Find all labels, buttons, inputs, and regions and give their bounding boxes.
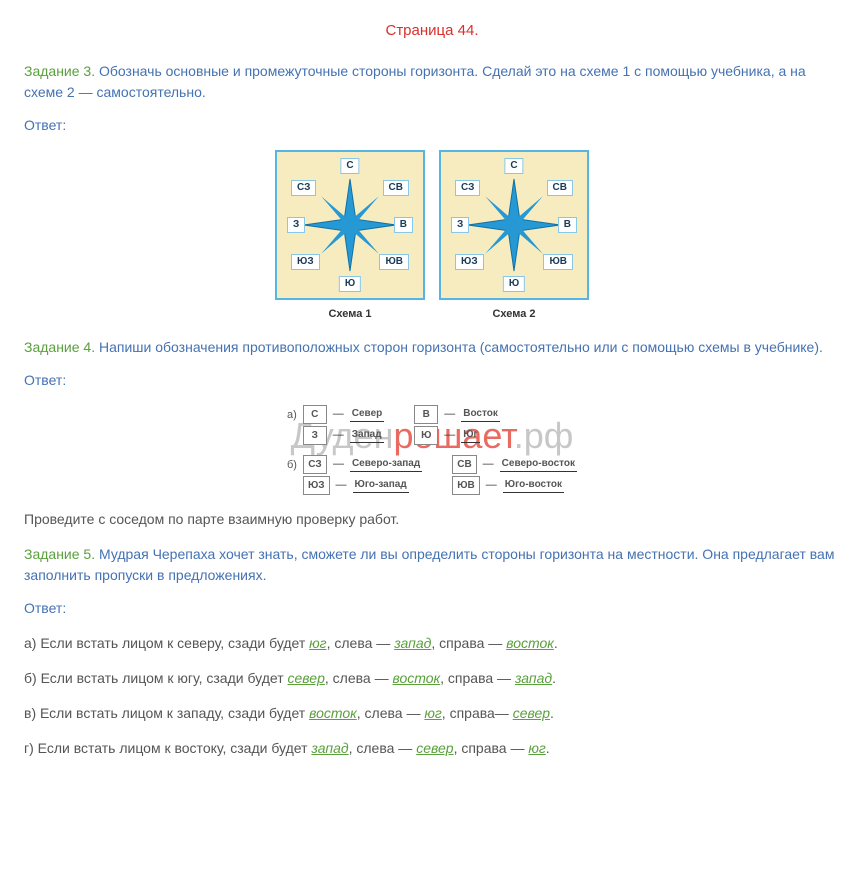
dash: —: [444, 427, 455, 444]
fill-right: восток: [506, 635, 554, 651]
abbr: СЗ: [303, 455, 327, 474]
opposites-figure-wrap: Дуденрешает.рф а) С—Север З—Запад В—Вост…: [24, 405, 840, 495]
label-n: С: [340, 158, 359, 174]
label-s: Ю: [339, 276, 361, 292]
fill-right: север: [513, 705, 550, 721]
word: Юго-восток: [503, 477, 564, 493]
task3-text: Обозначь основные и промежуточные сторон…: [24, 63, 806, 100]
scheme-1-caption: Схема 1: [275, 306, 425, 323]
fill-end: .: [550, 705, 554, 721]
label-se: ЮВ: [543, 254, 573, 270]
label-w: З: [287, 217, 305, 233]
fill-pre: а) Если встать лицом к северу, сзади буд…: [24, 635, 309, 651]
fill-m1: , слева —: [327, 635, 395, 651]
fill-left: север: [416, 740, 453, 756]
abbr: ЮВ: [452, 476, 480, 495]
fill-pre: в) Если встать лицом к западу, сзади буд…: [24, 705, 309, 721]
dash: —: [486, 477, 497, 494]
label-n: С: [504, 158, 523, 174]
fill-pre: г) Если встать лицом к востоку, сзади бу…: [24, 740, 311, 756]
task3-answer-label: Ответ:: [24, 115, 840, 136]
row-a-letter: а): [287, 405, 297, 424]
scheme-2-box: С Ю З В СЗ СВ ЮЗ ЮВ: [439, 150, 589, 300]
dash: —: [333, 427, 344, 444]
word: Восток: [461, 406, 500, 422]
fill-line-c: в) Если встать лицом к западу, сзади буд…: [24, 703, 840, 724]
fill-left: запад: [394, 635, 431, 651]
label-e: В: [394, 217, 413, 233]
task4-label: Задание 4.: [24, 339, 95, 355]
label-ne: СВ: [547, 180, 573, 196]
dash: —: [333, 456, 344, 473]
label-nw: СЗ: [291, 180, 316, 196]
label-w: З: [451, 217, 469, 233]
scheme-2-caption: Схема 2: [439, 306, 589, 323]
word: Северо-восток: [500, 456, 577, 472]
page-title: Страница 44.: [24, 20, 840, 43]
check-text: Проведите с соседом по парте взаимную пр…: [24, 509, 840, 530]
abbr: Ю: [414, 426, 438, 445]
label-e: В: [558, 217, 577, 233]
task5-label: Задание 5.: [24, 546, 95, 562]
dash: —: [483, 456, 494, 473]
fill-end: .: [552, 670, 556, 686]
fill-pre: б) Если встать лицом к югу, сзади будет: [24, 670, 288, 686]
label-s: Ю: [503, 276, 525, 292]
word: Северо-запад: [350, 456, 422, 472]
word: Север: [350, 406, 384, 422]
label-se: ЮВ: [379, 254, 409, 270]
abbr: З: [303, 426, 327, 445]
fill-back: запад: [311, 740, 348, 756]
fill-line-d: г) Если встать лицом к востоку, сзади бу…: [24, 738, 840, 759]
scheme-1-box: С Ю З В СЗ СВ ЮЗ ЮВ: [275, 150, 425, 300]
fill-back: восток: [309, 705, 357, 721]
scheme-1: С Ю З В СЗ СВ ЮЗ ЮВ Схема 1: [275, 150, 425, 323]
label-nw: СЗ: [455, 180, 480, 196]
task3-label: Задание 3.: [24, 63, 95, 79]
dash: —: [336, 477, 347, 494]
task4-answer-label: Ответ:: [24, 370, 840, 391]
label-sw: ЮЗ: [291, 254, 320, 270]
label-sw: ЮЗ: [455, 254, 484, 270]
abbr: С: [303, 405, 327, 424]
abbr: ЮЗ: [303, 476, 330, 495]
fill-m1: , слева —: [349, 740, 417, 756]
fill-m2: , справа —: [454, 740, 529, 756]
task4-line: Задание 4. Напиши обозначения противопол…: [24, 337, 840, 358]
fill-m2: , справа —: [431, 635, 506, 651]
compass-schemes: С Ю З В СЗ СВ ЮЗ ЮВ Схема 1 С Ю З: [24, 150, 840, 323]
label-ne: СВ: [383, 180, 409, 196]
fill-end: .: [546, 740, 550, 756]
fill-right: юг: [528, 740, 545, 756]
fill-left: восток: [392, 670, 440, 686]
task4-text: Напиши обозначения противоположных сторо…: [95, 339, 823, 355]
task3-line: Задание 3. Обозначь основные и промежуто…: [24, 61, 840, 103]
fill-back: юг: [309, 635, 326, 651]
task5-text: Мудрая Черепаха хочет знать, сможете ли …: [24, 546, 834, 583]
word: Юг: [461, 427, 479, 443]
scheme-2: С Ю З В СЗ СВ ЮЗ ЮВ Схема 2: [439, 150, 589, 323]
dash: —: [444, 406, 455, 423]
fill-right: запад: [515, 670, 552, 686]
word: Юго-запад: [353, 477, 409, 493]
fill-line-b: б) Если встать лицом к югу, сзади будет …: [24, 668, 840, 689]
fill-m2: , справа —: [440, 670, 515, 686]
fill-m1: , слева —: [357, 705, 425, 721]
dash: —: [333, 406, 344, 423]
row-b-letter: б): [287, 455, 297, 474]
fill-end: .: [554, 635, 558, 651]
fill-m2: , справа—: [442, 705, 513, 721]
task5-line: Задание 5. Мудрая Черепаха хочет знать, …: [24, 544, 840, 586]
fill-left: юг: [424, 705, 441, 721]
abbr: СВ: [452, 455, 476, 474]
opposites-figure: а) С—Север З—Запад В—Восток Ю—Юг б) СЗ—С…: [287, 405, 577, 495]
task5-answer-label: Ответ:: [24, 598, 840, 619]
fill-back: север: [288, 670, 325, 686]
fill-line-a: а) Если встать лицом к северу, сзади буд…: [24, 633, 840, 654]
word: Запад: [350, 427, 384, 443]
fill-m1: , слева —: [325, 670, 393, 686]
abbr: В: [414, 405, 438, 424]
